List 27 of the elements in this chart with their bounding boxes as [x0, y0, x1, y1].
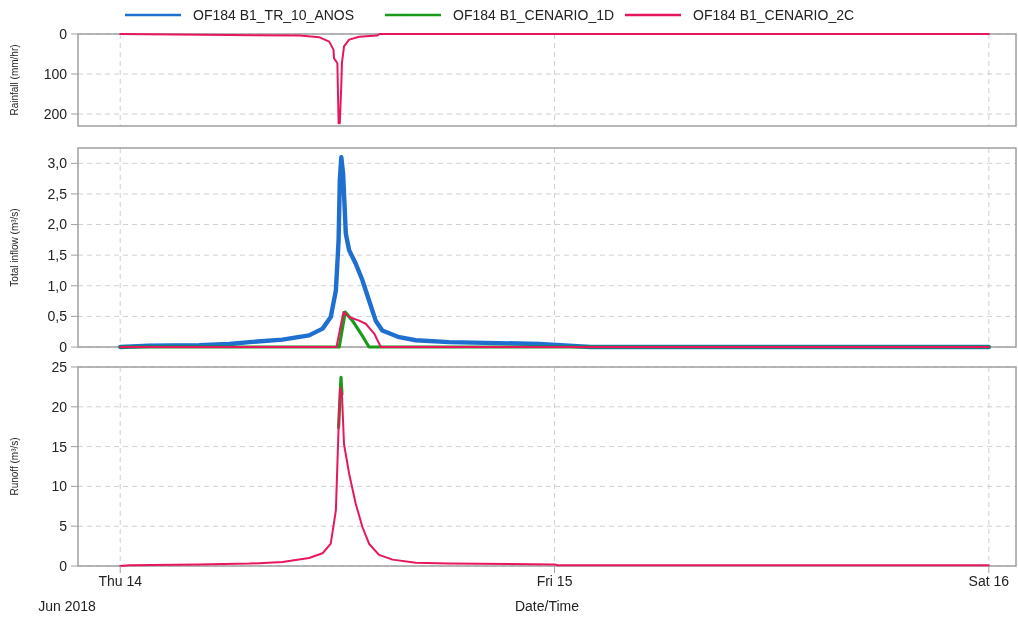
y-tick-label: 1,0: [47, 277, 68, 294]
y-tick-label: 20: [51, 398, 68, 415]
y-tick-label: 0: [59, 25, 68, 42]
y-tick-label: 100: [43, 65, 68, 82]
y-tick-label: 0: [59, 557, 68, 574]
y-tick-label: 3,0: [47, 155, 68, 172]
x-tick-label: Fri 15: [536, 573, 573, 589]
y-tick-label: 2,5: [47, 185, 68, 202]
y-tick-label: 0,5: [47, 308, 68, 325]
y-axis-title: Rainfall (mm/hr): [9, 44, 20, 116]
y-tick-label: 25: [51, 358, 68, 375]
text: Jun 2018: [38, 598, 97, 614]
legend-label: OF184 B1_CENARIO_2C: [693, 6, 855, 23]
y-tick-label: 5: [59, 518, 68, 535]
y-tick-label: 2,0: [47, 216, 68, 233]
y-tick-label: 15: [51, 438, 68, 455]
y-tick-label: 200: [43, 105, 68, 122]
x-axis-title: Date/Time: [514, 598, 580, 614]
y-axis-title: Runoff (m³/s): [9, 437, 20, 496]
y-axis-title: Total inflow (m³/s): [9, 208, 20, 287]
y-tick-label: 10: [51, 478, 68, 495]
y-tick-label: 0: [59, 338, 68, 355]
legend-label: OF184 B1_CENARIO_1D: [453, 6, 615, 23]
legend-label: OF184 B1_TR_10_ANOS: [193, 6, 355, 23]
y-tick-label: 1,5: [47, 247, 68, 264]
x-tick-label: Sat 16: [968, 573, 1010, 589]
x-tick-label: Thu 14: [98, 573, 143, 589]
